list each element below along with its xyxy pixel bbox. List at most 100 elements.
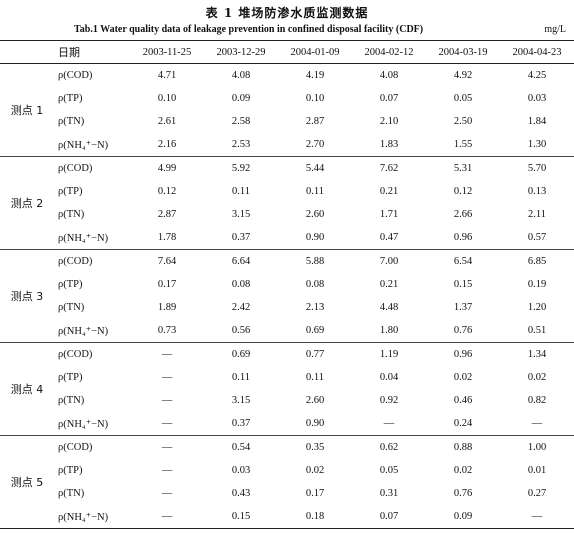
value-cell: 2.42 [231,302,251,313]
value-cell: 1.37 [453,302,473,313]
value-cell: 1.89 [157,302,177,313]
value-cell: 0.02 [305,465,325,476]
parameter-label: ρ(COD) [58,163,93,174]
value-cell: 0.08 [231,279,251,290]
table-row: 测点 5 ρ(COD) — 0.54 0.35 0.62 0.88 1.00 [0,436,574,489]
value-cell: 1.71 [379,209,399,220]
table-title-row: Tab.1 Water quality data of leakage prev… [0,24,574,40]
value-cell: 1.30 [527,139,547,150]
value-cell: 0.09 [453,511,473,522]
site-label: 测点 5 [10,476,44,489]
value-cell: 0.11 [306,186,324,197]
site-label: 测点 3 [10,290,44,303]
value-cell: 4.25 [527,70,547,81]
table-row: ρ(NH₄⁺−N) 2.16 2.53 2.70 1.83 1.55 1.30 [0,133,574,157]
table-row: ρ(TP) 0.10 0.09 0.10 0.07 0.05 0.03 [0,87,574,110]
parameter-label: ρ(COD) [58,256,93,267]
value-cell: 0.08 [305,279,325,290]
table-row: ρ(TP) — 0.03 0.02 0.05 0.02 0.01 [0,459,574,482]
value-cell: 2.53 [231,139,251,150]
date-header: 2004-03-19 [438,46,488,58]
value-cell: 6.85 [527,256,547,267]
value-cell: 0.18 [305,511,325,522]
value-cell: 0.57 [527,232,547,243]
value-cell: 2.60 [305,395,325,406]
value-cell: — [161,418,173,429]
site-group: 测点 5 ρ(COD) — 0.54 0.35 0.62 0.88 1.00 ρ(TP) — 0.0… [0,436,574,529]
value-cell: 1.19 [379,349,399,360]
value-cell: 5.70 [527,163,547,174]
header-row: 日期 2003-11-25 2003-12-29 2004-01-09 2004… [0,40,574,64]
value-cell: 1.34 [527,349,547,360]
value-cell: 5.88 [305,256,325,267]
value-cell: 1.80 [379,325,399,336]
value-cell: 0.04 [379,372,399,383]
parameter-label: ρ(TN) [58,488,85,499]
table-row: ρ(TN) — 0.43 0.17 0.31 0.76 0.27 [0,482,574,505]
value-cell: 4.71 [157,70,177,81]
date-header: 2004-04-23 [512,46,562,58]
value-cell: 0.35 [305,442,325,453]
value-cell: — [531,511,543,522]
table-row: 测点 2 ρ(COD) 4.99 5.92 5.44 7.62 5.31 5.70 [0,157,574,210]
value-cell: 2.11 [528,209,546,220]
date-header: 2004-02-12 [364,46,414,58]
value-cell: — [161,465,173,476]
value-cell: 0.15 [453,279,473,290]
value-cell: 0.02 [527,372,547,383]
value-cell: 5.44 [305,163,325,174]
date-header: 2003-12-29 [216,46,266,58]
parameter-label: ρ(TN) [58,302,85,313]
parameter-label: ρ(COD) [58,349,93,360]
value-cell: 0.69 [231,349,251,360]
water-quality-table: 日期 2003-11-25 2003-12-29 2004-01-09 2004… [0,40,574,529]
table-title-en: Tab.1 Water quality data of leakage prev… [74,24,424,35]
parameter-label: ρ(TP) [58,279,83,290]
date-header-label: 日期 [58,46,80,59]
parameter-label: ρ(NH₄⁺−N) [58,325,109,337]
parameter-label: ρ(NH₄⁺−N) [58,511,109,523]
value-cell: 0.19 [527,279,547,290]
header-site-cell [0,41,54,64]
table-row: ρ(NH₄⁺−N) — 0.15 0.18 0.07 0.09 — [0,505,574,529]
value-cell: 0.17 [305,488,325,499]
value-cell: 1.83 [379,139,399,150]
value-cell: 0.47 [379,232,399,243]
date-header: 2004-01-09 [290,46,340,58]
value-cell: 0.96 [453,349,473,360]
value-cell: 7.62 [379,163,399,174]
site-label: 测点 1 [10,104,44,117]
value-cell: 0.07 [379,511,399,522]
value-cell: 0.02 [453,465,473,476]
value-cell: 2.66 [453,209,473,220]
parameter-label: ρ(TN) [58,209,85,220]
table-row: ρ(TP) 0.17 0.08 0.08 0.21 0.15 0.19 [0,273,574,296]
value-cell: 0.11 [232,372,250,383]
value-cell: 0.77 [305,349,325,360]
value-cell: 2.10 [379,116,399,127]
table-row: 测点 3 ρ(COD) 7.64 6.64 5.88 7.00 6.54 6.85 [0,250,574,303]
table-row: ρ(TN) 2.61 2.58 2.87 2.10 2.50 1.84 [0,110,574,133]
value-cell: — [383,418,395,429]
parameter-label: ρ(TP) [58,186,83,197]
value-cell: 0.37 [231,232,251,243]
value-cell: 0.12 [453,186,473,197]
value-cell: 1.20 [527,302,547,313]
value-cell: 0.11 [232,186,250,197]
value-cell: — [531,418,543,429]
value-cell: 4.08 [231,70,251,81]
value-cell: 5.31 [453,163,473,174]
value-cell: — [161,488,173,499]
table-row: 测点 1 ρ(COD) 4.71 4.08 4.19 4.08 4.92 4.25 [0,64,574,117]
value-cell: 1.00 [527,442,547,453]
parameter-label: ρ(COD) [58,70,93,81]
parameter-label: ρ(TN) [58,395,85,406]
value-cell: 0.10 [305,93,325,104]
value-cell: 0.62 [379,442,399,453]
value-cell: 6.54 [453,256,473,267]
value-cell: 0.92 [379,395,399,406]
value-cell: 0.02 [453,372,473,383]
table-row: ρ(TN) — 3.15 2.60 0.92 0.46 0.82 [0,389,574,412]
value-cell: 0.54 [231,442,251,453]
value-cell: 0.82 [527,395,547,406]
